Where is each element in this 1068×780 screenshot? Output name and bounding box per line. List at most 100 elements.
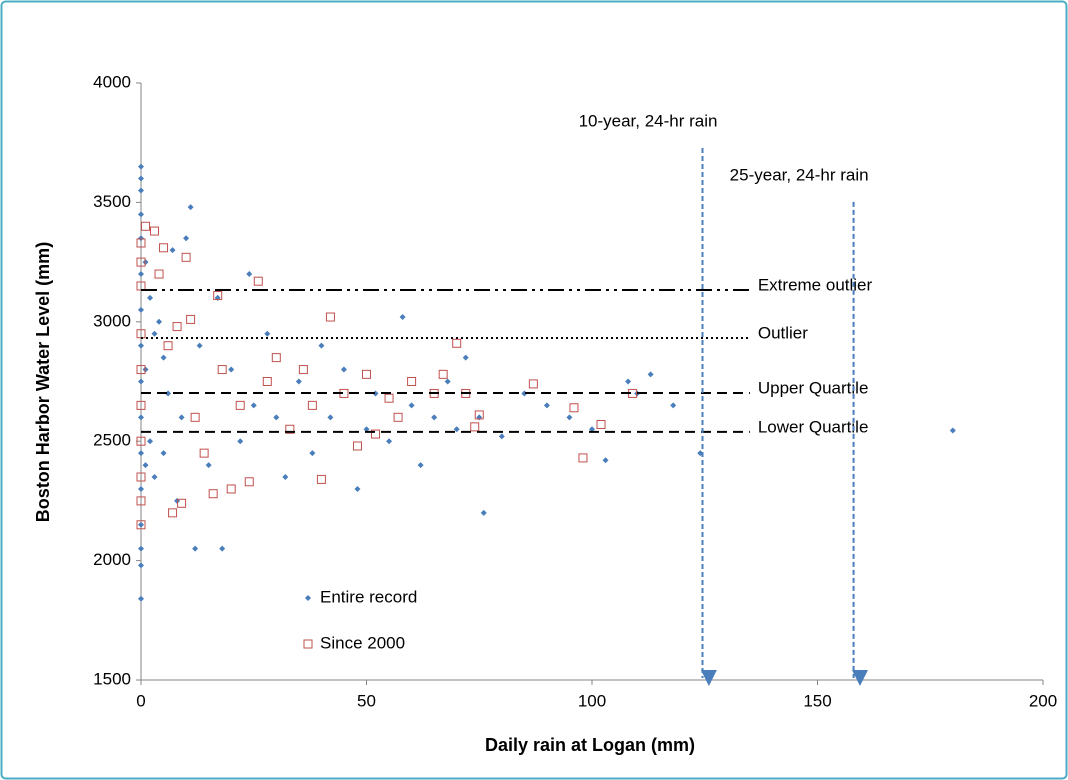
point <box>138 378 144 385</box>
point <box>138 414 144 421</box>
point <box>352 441 362 451</box>
point <box>136 472 146 482</box>
point <box>462 354 469 361</box>
point <box>372 390 379 397</box>
point <box>151 330 158 337</box>
point <box>318 342 325 349</box>
point <box>156 318 163 325</box>
point <box>138 187 144 194</box>
point <box>543 402 550 409</box>
legend-label: Entire record <box>320 587 417 606</box>
point <box>138 595 144 602</box>
point <box>316 474 326 484</box>
point <box>228 366 235 373</box>
legend-marker <box>303 639 313 649</box>
point <box>498 433 505 440</box>
reference-label: Outlier <box>758 324 808 343</box>
point <box>136 257 146 267</box>
x-tick-label: 150 <box>803 691 831 710</box>
y-axis-label: Boston Harbor Water Level (mm) <box>33 242 53 522</box>
point <box>163 341 173 351</box>
point <box>386 438 393 445</box>
point <box>138 545 144 552</box>
point <box>453 426 460 433</box>
y-tick-label: 1500 <box>93 669 131 688</box>
point <box>438 369 448 379</box>
reference-label: Lower Quartile <box>758 417 869 436</box>
point <box>271 353 281 363</box>
point <box>264 330 271 337</box>
point <box>147 438 154 445</box>
point <box>470 422 480 432</box>
point <box>138 271 144 278</box>
point <box>327 414 334 421</box>
point <box>168 508 178 518</box>
point <box>136 520 146 530</box>
point <box>142 366 149 373</box>
point <box>309 450 316 457</box>
point <box>136 238 146 248</box>
point <box>136 496 146 506</box>
point <box>138 306 144 313</box>
point <box>325 312 335 322</box>
point <box>199 448 209 458</box>
point <box>253 276 263 286</box>
point <box>452 338 462 348</box>
point <box>408 402 415 409</box>
point <box>159 243 169 253</box>
point <box>307 400 317 410</box>
point <box>295 378 302 385</box>
point <box>136 365 146 375</box>
point <box>237 438 244 445</box>
point <box>151 474 158 481</box>
point <box>298 365 308 375</box>
point <box>181 252 191 262</box>
point <box>136 400 146 410</box>
point <box>213 291 223 301</box>
point <box>354 485 361 492</box>
point <box>670 402 677 409</box>
x-tick-label: 200 <box>1029 691 1057 710</box>
point <box>142 259 149 266</box>
point <box>362 369 371 379</box>
point <box>205 462 212 469</box>
point <box>178 414 185 421</box>
point <box>363 426 370 433</box>
point <box>183 235 190 242</box>
point <box>154 269 164 279</box>
x-tick-label: 50 <box>357 691 376 710</box>
annotation-label: 25-year, 24-hr rain <box>730 165 869 184</box>
reference-label: Extreme outlier <box>758 276 873 295</box>
point <box>138 485 144 492</box>
point <box>138 562 144 569</box>
point <box>273 414 280 421</box>
point <box>177 498 187 508</box>
point <box>528 379 538 389</box>
x-axis-label: Daily rain at Logan (mm) <box>485 735 695 755</box>
point <box>384 393 394 403</box>
point <box>566 414 573 421</box>
point <box>285 424 295 434</box>
point <box>589 426 595 433</box>
point <box>444 378 451 385</box>
point <box>578 453 588 463</box>
point <box>150 226 160 236</box>
point <box>602 457 609 464</box>
point <box>480 509 487 516</box>
point <box>187 204 194 211</box>
point <box>192 545 199 552</box>
point <box>138 175 144 182</box>
point <box>371 429 381 439</box>
point <box>244 477 254 487</box>
point <box>136 436 146 446</box>
point <box>226 484 236 494</box>
point <box>393 412 403 422</box>
y-tick-label: 2500 <box>93 431 131 450</box>
reference-label: Upper Quartile <box>758 378 869 397</box>
point <box>160 354 167 361</box>
x-tick-label: 100 <box>578 691 606 710</box>
point <box>138 521 144 528</box>
point <box>138 163 144 170</box>
